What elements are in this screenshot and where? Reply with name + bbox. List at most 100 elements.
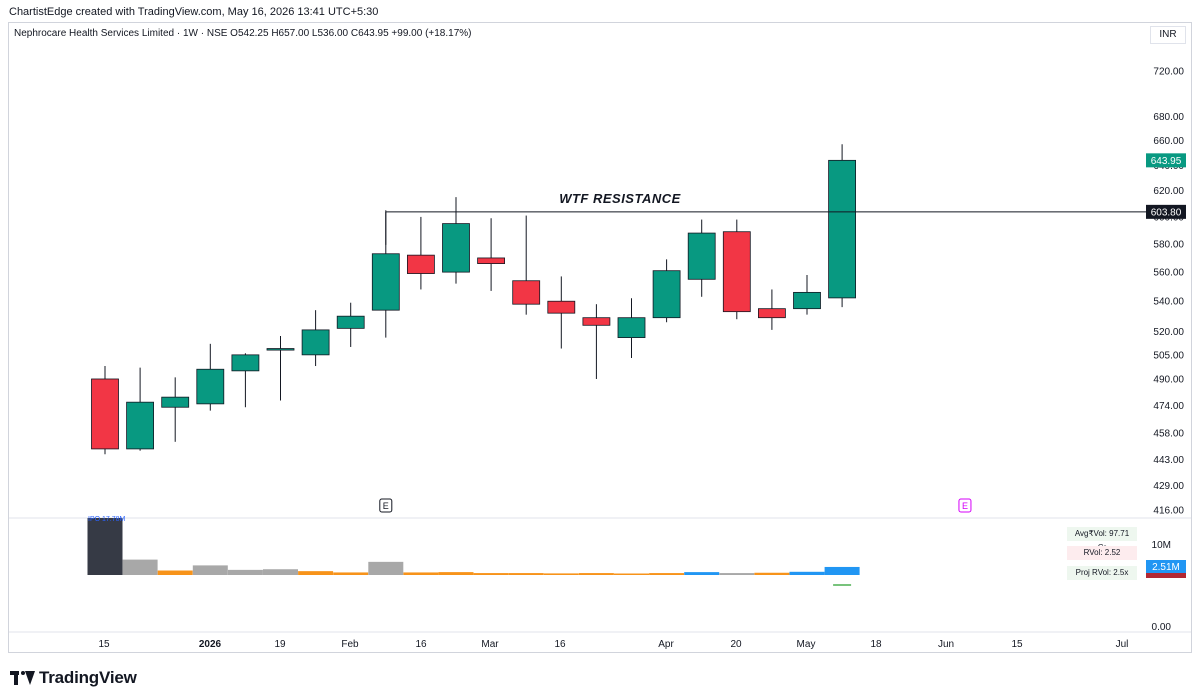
candle-body-down	[512, 280, 541, 305]
y-tick-label: 560.00	[1153, 268, 1184, 279]
candle	[91, 366, 119, 455]
volume-bar	[754, 572, 790, 575]
proj-rvol-label: Proj RVol: 2.5x	[1067, 566, 1137, 580]
tradingview-wordmark: TradingView	[39, 668, 137, 687]
candle-body-up	[793, 291, 821, 310]
y-tick-label: 580.00	[1153, 240, 1184, 251]
candle	[477, 218, 506, 291]
x-tick-label: 15	[1011, 639, 1023, 650]
x-tick-label: Jul	[1116, 639, 1129, 650]
earnings-marker	[958, 498, 972, 513]
candle-body-down	[406, 254, 435, 274]
candle-body-down	[582, 317, 611, 326]
y-tick-label: 720.00	[1153, 67, 1184, 78]
candle-body-down	[722, 231, 751, 313]
y-tick-label: 540.00	[1153, 297, 1184, 308]
candle	[126, 367, 154, 451]
candle-body-up	[442, 223, 470, 273]
candle	[512, 215, 541, 315]
candle-body-up	[161, 396, 190, 408]
rvol-label: RVol: 2.52	[1067, 546, 1137, 560]
candle-body-up	[126, 401, 154, 450]
volume-bar	[649, 573, 685, 575]
y-tick-label: 458.00	[1153, 429, 1184, 440]
volume-bar	[508, 573, 544, 575]
candle	[758, 289, 786, 330]
last-price-tag	[1146, 153, 1186, 168]
candle	[196, 343, 225, 411]
x-tick-label: Jun	[938, 639, 954, 650]
volume-bar	[298, 571, 334, 575]
current-volume-label: 2.51M	[1152, 562, 1180, 573]
candle	[547, 276, 576, 349]
candle	[617, 298, 646, 359]
y-tick-label: 505.00	[1153, 350, 1184, 361]
x-tick-label: Apr	[658, 639, 674, 650]
candle-body-up	[828, 159, 856, 299]
volume-axis-label: 10M	[1152, 540, 1171, 551]
volume-bar	[578, 573, 614, 575]
candle	[793, 274, 821, 315]
volume-bar	[368, 561, 404, 575]
current-volume-tag	[1146, 560, 1186, 573]
volume-bar	[157, 570, 193, 575]
y-tick-label: 416.00	[1153, 506, 1184, 517]
candle-body-up	[301, 329, 330, 356]
candle	[652, 259, 681, 323]
volume-bar	[543, 573, 579, 575]
candle-body-up	[652, 270, 681, 319]
candle	[336, 302, 365, 347]
candle-body-up	[266, 348, 295, 351]
candle	[828, 144, 856, 308]
x-tick-label: 15	[98, 639, 110, 650]
candle-body-up	[687, 232, 716, 280]
tradingview-brand[interactable]: TradingView	[10, 668, 137, 688]
volume-bar	[824, 566, 860, 575]
volume-bar	[614, 573, 649, 575]
volume-bar	[789, 571, 825, 575]
y-tick-label: 429.00	[1153, 481, 1184, 492]
volume-axis-label: 0.00	[1152, 622, 1172, 633]
candle-body-down	[547, 300, 576, 314]
candle-body-up	[336, 315, 365, 329]
tradingview-logo-icon	[10, 671, 35, 685]
candle-body-down	[477, 257, 506, 264]
volume-bar	[403, 572, 439, 575]
volume-bar	[333, 572, 369, 575]
volume-bar	[227, 569, 263, 575]
candle	[266, 336, 295, 401]
resistance-label: WTF RESISTANCE	[559, 191, 681, 206]
x-tick-label: 19	[274, 639, 286, 650]
volume-bar	[87, 518, 123, 575]
candle	[687, 219, 716, 297]
earnings-marker-label: E	[383, 501, 389, 511]
x-tick-label: 16	[554, 639, 566, 650]
y-tick-label: 680.00	[1153, 112, 1184, 123]
volume-bar	[473, 573, 509, 575]
volume-bar	[684, 572, 720, 575]
candle	[231, 353, 260, 408]
candle	[442, 197, 470, 284]
earnings-marker-label: E	[962, 501, 968, 511]
y-tick-label: 520.00	[1153, 327, 1184, 338]
chart-frame	[8, 22, 1192, 653]
candle-body-up	[196, 368, 225, 405]
candle	[582, 304, 611, 379]
candle-body-down	[758, 308, 786, 319]
x-tick-label: Mar	[481, 639, 499, 650]
chart-credit: ChartistEdge created with TradingView.co…	[9, 6, 379, 18]
y-tick-label: 474.00	[1153, 401, 1184, 412]
volume-bar	[122, 559, 158, 575]
earnings-marker	[379, 498, 393, 513]
candle	[722, 219, 751, 320]
last-price-label: 643.95	[1151, 156, 1182, 167]
volume-bar	[719, 573, 755, 575]
volume-bar	[438, 572, 474, 575]
x-tick-label: 20	[730, 639, 742, 650]
currency-button[interactable]: INR	[1150, 26, 1186, 44]
avg-volume-label: Avg₹Vol: 97.71 Cr	[1067, 527, 1137, 552]
y-tick-label: 660.00	[1153, 136, 1184, 147]
candle	[301, 310, 330, 367]
symbol-legend: Nephrocare Health Services Limited · 1W …	[14, 28, 472, 39]
